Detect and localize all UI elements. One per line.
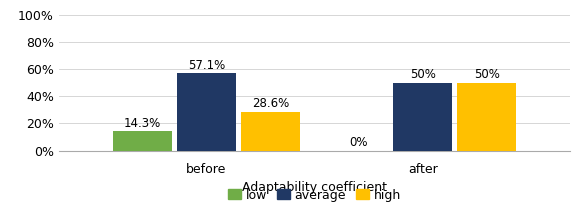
Text: after: after bbox=[408, 163, 437, 176]
Text: 28.6%: 28.6% bbox=[252, 97, 289, 110]
Bar bbox=[393, 83, 452, 150]
Bar bbox=[177, 73, 236, 150]
Text: 14.3%: 14.3% bbox=[124, 117, 161, 129]
Bar bbox=[241, 112, 300, 150]
Text: 57.1%: 57.1% bbox=[188, 58, 225, 72]
Legend: low, average, high: low, average, high bbox=[223, 184, 406, 207]
Text: Adaptability coefficient: Adaptability coefficient bbox=[242, 181, 387, 194]
Text: before: before bbox=[186, 163, 226, 176]
Text: 0%: 0% bbox=[350, 136, 368, 149]
Text: 50%: 50% bbox=[410, 68, 436, 81]
Bar bbox=[457, 83, 516, 150]
Bar bbox=[113, 131, 172, 150]
Text: 50%: 50% bbox=[474, 68, 500, 81]
